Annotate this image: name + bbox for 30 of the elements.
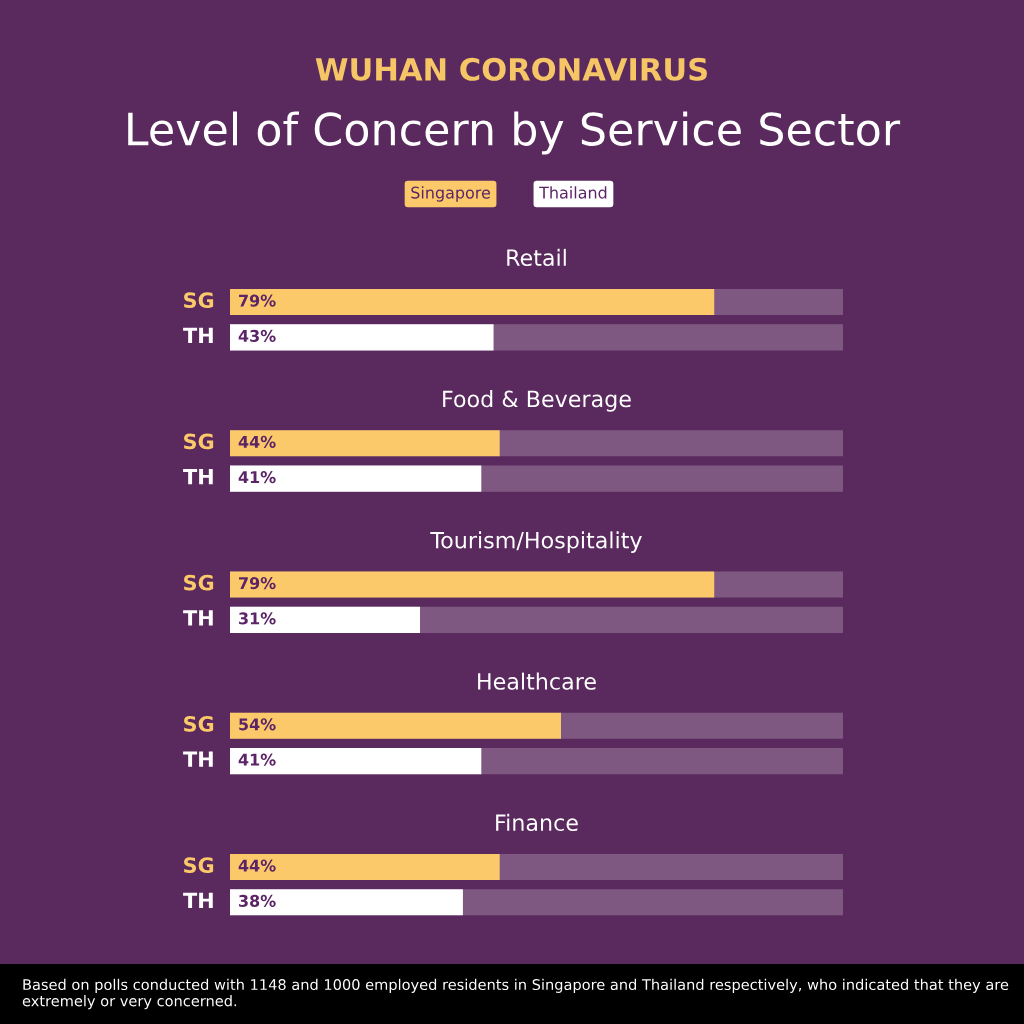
text: Thailand (539, 186, 607, 199)
data-label: 31% (239, 612, 276, 625)
text: SG (184, 716, 214, 732)
chart-subtitle: Level of Concern by Service Sector (128, 111, 901, 155)
text: Based on polls conducted with 1148 and 1000 employed residents in Singapore and Thailand respectively, who indicated that they are extremely or very concerned. (22, 978, 1009, 1010)
data-label: 44% (238, 435, 276, 448)
data-label: 79% (239, 577, 276, 590)
text: Singapore (411, 186, 490, 202)
text: SG (184, 433, 214, 450)
chart-title: WUHAN CORONAVIRUS (315, 57, 707, 81)
text: TH (183, 610, 213, 626)
text: SG (184, 574, 214, 591)
data-label: 79% (239, 294, 276, 307)
data-label: 41% (238, 471, 276, 484)
text: TH (183, 751, 213, 767)
y-tick-label: Healthcare (478, 672, 596, 690)
data-label: 43% (238, 329, 276, 342)
y-tick-label: Retail (507, 248, 566, 267)
y-tick-label: Food & Beverage (443, 390, 631, 412)
text: SG (184, 857, 214, 874)
y-tick-label: Finance (496, 813, 578, 832)
data-label: 38% (239, 894, 276, 907)
data-label: 44% (238, 859, 276, 872)
text: TH (183, 469, 213, 485)
data-label: 41% (238, 753, 276, 766)
y-tick-label: Tourism/Hospitality (430, 531, 642, 553)
text: TH (183, 892, 213, 909)
text: SG (184, 292, 214, 309)
text: TH (183, 327, 213, 344)
data-label: 54% (239, 718, 276, 731)
